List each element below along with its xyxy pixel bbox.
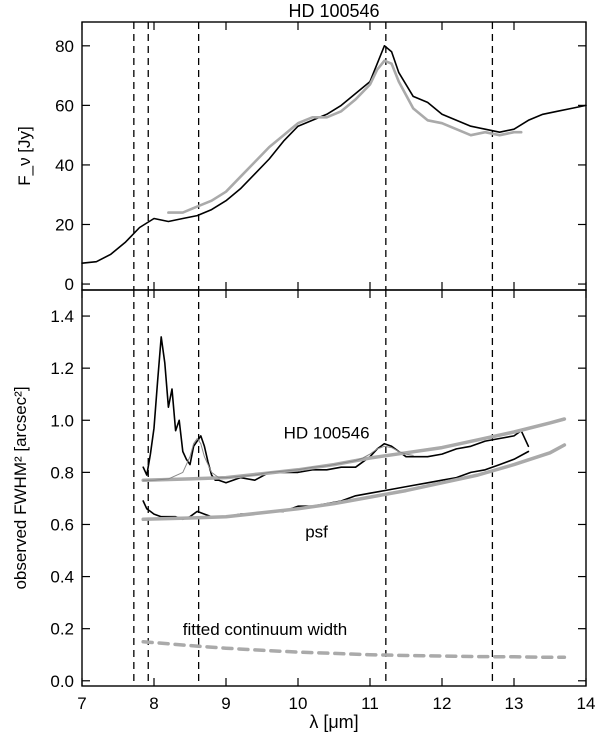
y-tick-label: 60	[55, 96, 74, 115]
annotation-2: fitted continuum width	[183, 620, 347, 639]
y-tick-label: 1.2	[50, 359, 74, 378]
x-tick-label: 12	[433, 694, 452, 713]
y-tick-label: 0.4	[50, 568, 74, 587]
x-tick-label: 10	[289, 694, 308, 713]
x-tick-label: 9	[221, 694, 230, 713]
x-tick-label: 7	[77, 694, 86, 713]
panel-2-series-1	[142, 450, 530, 521]
y-tick-label: 20	[55, 215, 74, 234]
chart-title: HD 100546	[288, 1, 379, 21]
annotation-0: HD 100546	[284, 424, 370, 443]
y-tick-label: 0.8	[50, 463, 74, 482]
panel-1-frame	[81, 21, 587, 291]
y-tick-label: 0.0	[50, 672, 74, 691]
panel-1-series-1	[167, 59, 523, 214]
x-tick-label: 14	[577, 694, 596, 713]
y-tick-label: 80	[55, 37, 74, 56]
panel-1-series-0	[81, 44, 587, 265]
y-tick-label: 1.0	[50, 411, 74, 430]
y-tick-label: 1.4	[50, 307, 74, 326]
panel-1-y-axis-label: F_ν [Jy]	[15, 126, 34, 186]
panel-2-series-5	[142, 438, 414, 481]
y-tick-label: 0	[65, 275, 74, 294]
annotation-1: psf	[305, 523, 328, 542]
y-tick-label: 0.2	[50, 620, 74, 639]
panel-2-series-0	[142, 336, 530, 484]
y-tick-label: 0.6	[50, 515, 74, 534]
panel-2-series-3	[141, 443, 567, 522]
panel-2-frame	[81, 289, 587, 687]
x-axis-label: λ [μm]	[309, 712, 358, 732]
x-tick-label: 11	[361, 694, 379, 713]
panel-2-y-axis-label: observed FWHM² [arcsec²]	[11, 386, 30, 589]
panel-2-series-4	[141, 639, 567, 660]
x-tick-label: 8	[149, 694, 158, 713]
x-tick-label: 13	[505, 694, 524, 713]
y-tick-label: 40	[55, 156, 74, 175]
